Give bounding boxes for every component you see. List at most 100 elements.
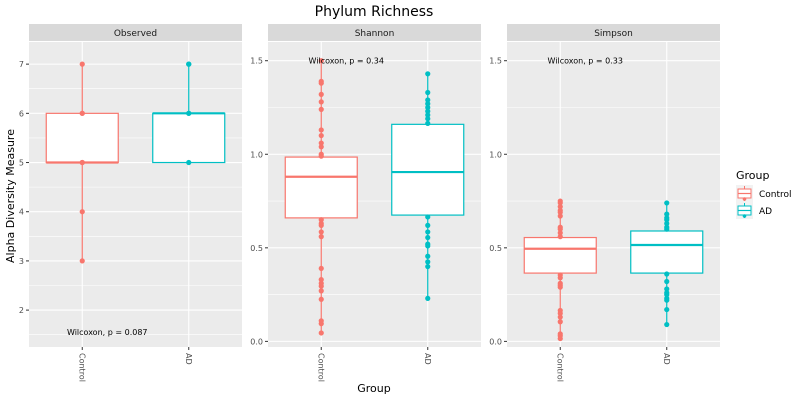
data-point — [664, 271, 670, 277]
data-point — [425, 104, 431, 111]
data-point — [318, 153, 324, 159]
data-point — [318, 296, 324, 302]
panel-background — [29, 42, 242, 347]
data-point — [664, 211, 670, 217]
data-point — [318, 330, 324, 336]
data-point — [425, 222, 431, 228]
facet-strip — [507, 24, 720, 41]
data-point — [318, 288, 324, 294]
panel-background — [507, 42, 720, 347]
legend: Group Control AD — [736, 169, 792, 219]
data-point — [425, 112, 431, 118]
legend-item-ad: AD — [736, 202, 772, 219]
data-point — [425, 101, 431, 107]
data-point — [557, 209, 563, 215]
y-tick-label: 7 — [19, 60, 24, 69]
legend-key-point — [742, 197, 747, 201]
data-point — [318, 80, 324, 86]
data-point — [664, 306, 670, 313]
x-tick-label: Control — [77, 353, 86, 382]
box-iqr — [630, 230, 704, 274]
facet-panel-shannon: Shannon 0.0 0.5 1.0 1.5 Control AD Wilcoxon, p … — [250, 24, 481, 382]
wilcoxon-annotation: Wilcoxon, p = 0.34 — [309, 57, 384, 66]
x-tick-label: AD — [184, 353, 193, 365]
data-point — [186, 61, 192, 67]
y-tick-label: 0.0 — [489, 337, 502, 346]
data-point — [557, 310, 563, 316]
chart-title: Phylum Richness — [315, 4, 434, 20]
data-point — [425, 295, 431, 301]
data-point — [318, 277, 324, 283]
box-iqr — [284, 156, 358, 219]
data-point — [318, 144, 324, 150]
data-point — [664, 292, 670, 298]
data-point — [425, 229, 431, 235]
box-control — [284, 58, 358, 336]
y-tick-label: 1.0 — [250, 150, 263, 159]
box-iqr — [391, 123, 465, 216]
legend-label: Control — [759, 190, 792, 200]
data-point — [318, 234, 324, 240]
box-iqr — [523, 236, 597, 274]
data-point — [425, 108, 431, 114]
data-point — [557, 314, 563, 320]
box-ad — [391, 71, 465, 301]
y-tick-label: 1.5 — [250, 57, 263, 66]
data-point — [557, 284, 563, 290]
data-point — [79, 258, 85, 264]
x-tick-label: Control — [316, 353, 325, 382]
data-point — [425, 234, 431, 241]
legend-label: AD — [759, 207, 772, 217]
data-point — [664, 220, 670, 227]
y-tick-label: 5 — [19, 159, 24, 168]
y-tick-label: 0.5 — [250, 244, 263, 253]
box-iqr — [45, 112, 119, 164]
wilcoxon-annotation: Wilcoxon, p = 0.087 — [67, 328, 148, 337]
legend-item-control: Control — [736, 185, 792, 202]
data-point — [318, 321, 324, 327]
data-point — [318, 140, 324, 146]
box-control — [45, 61, 119, 264]
data-point — [79, 209, 85, 215]
data-point — [425, 116, 431, 122]
data-point — [425, 214, 431, 220]
data-point — [425, 97, 431, 103]
x-axis-label: Group — [357, 382, 391, 395]
data-point — [557, 319, 563, 325]
data-point — [664, 278, 670, 285]
data-point — [186, 159, 192, 166]
data-point — [664, 200, 670, 206]
y-tick-label: 3 — [19, 257, 24, 266]
data-point — [425, 89, 431, 96]
legend-title: Group — [736, 169, 770, 182]
data-point — [557, 234, 563, 240]
y-axis-label: Alpha Diversity Measure — [4, 129, 17, 263]
data-point — [318, 91, 324, 97]
data-point — [318, 265, 324, 272]
x-tick-label: AD — [423, 353, 432, 365]
data-point — [557, 335, 563, 342]
data-point — [664, 217, 670, 223]
data-point — [318, 58, 324, 64]
data-point — [557, 230, 563, 236]
facet-strip-label: Shannon — [355, 29, 395, 39]
y-tick-label: 2 — [19, 306, 24, 315]
x-tick-label: Control — [555, 353, 564, 382]
facet-strip — [268, 24, 481, 41]
data-point — [557, 204, 563, 210]
data-point — [664, 297, 670, 303]
data-point — [318, 132, 324, 139]
data-point — [79, 110, 85, 116]
data-point — [425, 253, 431, 259]
data-point — [664, 226, 670, 232]
box-control — [523, 198, 597, 342]
y-tick-label: 1.5 — [489, 57, 502, 66]
data-point — [79, 61, 85, 67]
facet-strip-label: Observed — [114, 29, 157, 39]
y-tick-label: 4 — [19, 208, 24, 217]
data-point — [425, 71, 431, 77]
x-tick-label: AD — [662, 353, 671, 365]
data-point — [425, 243, 431, 249]
data-point — [557, 200, 563, 206]
